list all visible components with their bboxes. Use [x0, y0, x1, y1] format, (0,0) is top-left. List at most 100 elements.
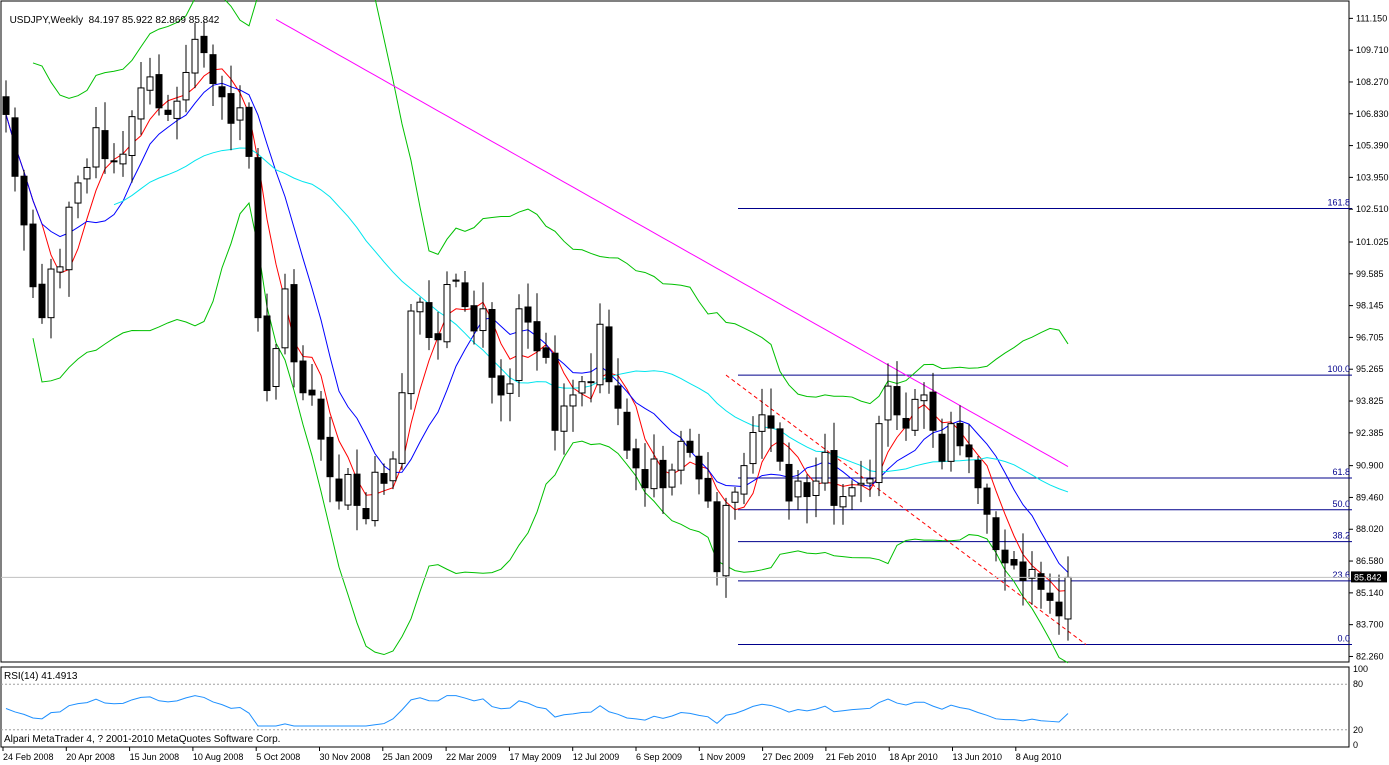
candle-body	[524, 306, 532, 323]
candle-body	[74, 182, 82, 204]
candle-body	[119, 153, 127, 165]
candle-body	[1055, 601, 1063, 617]
candle-body	[515, 308, 523, 381]
bollinger-bands	[32, 0, 1069, 664]
candle-body	[236, 107, 244, 121]
candle-body	[11, 117, 19, 177]
candle-body	[875, 423, 883, 484]
candle-body	[722, 504, 730, 577]
candle-body	[821, 451, 829, 484]
bollinger-upper	[32, 0, 1069, 405]
candle-body	[812, 480, 820, 496]
price-tick-label: 101.025	[1356, 237, 1389, 247]
candle-body	[605, 326, 613, 383]
candle-body	[290, 284, 298, 363]
rsi-scale-label: 0	[1353, 740, 1358, 750]
candle-body	[416, 301, 424, 313]
candle-body	[200, 35, 208, 54]
price-tick-label: 102.510	[1356, 204, 1389, 214]
time-tick-label: 30 Nov 2008	[320, 752, 371, 762]
time-tick-label: 12 Jul 2009	[573, 752, 620, 762]
time-tick-label: 10 Aug 2008	[193, 752, 244, 762]
candle-body	[713, 501, 721, 573]
candle-body	[245, 106, 253, 157]
candle-body	[137, 87, 145, 120]
price-tick-label: 103.950	[1356, 172, 1389, 182]
price-tick-label: 105.390	[1356, 141, 1389, 151]
candle-body	[164, 109, 172, 115]
price-tick-label: 89.460	[1356, 492, 1384, 502]
candle-body	[128, 116, 136, 157]
candle-body	[1037, 573, 1045, 590]
price-tick-label: 88.020	[1356, 524, 1384, 534]
candle-body	[686, 440, 694, 453]
candle-body	[983, 487, 991, 515]
candle-body	[632, 448, 640, 469]
price-tick-label: 86.580	[1356, 556, 1384, 566]
time-tick-label: 8 Aug 2010	[1016, 752, 1062, 762]
trendline	[725, 374, 1087, 645]
candle-body	[542, 347, 550, 358]
candle-body	[1001, 549, 1009, 564]
price-tick-label: 85.140	[1356, 588, 1384, 598]
price-tick-label: 92.385	[1356, 428, 1384, 438]
candle-body	[920, 394, 928, 402]
price-tick-label: 109.710	[1356, 45, 1389, 55]
bollinger-lower	[32, 201, 1069, 664]
candle-body	[209, 54, 217, 85]
time-tick-label: 20 Apr 2008	[66, 752, 115, 762]
time-tick-label: 25 Jan 2009	[383, 752, 433, 762]
candle-body	[470, 305, 478, 332]
candle-body	[182, 71, 190, 101]
candle-body	[551, 352, 559, 431]
candle-body	[191, 38, 199, 74]
time-tick-label: 5 Oct 2008	[256, 752, 300, 762]
candle-body	[740, 465, 748, 495]
time-tick-label: 1 Nov 2009	[699, 752, 745, 762]
candle-body	[497, 375, 505, 396]
price-panel-frame	[0, 0, 1350, 663]
price-tick-label: 111.150	[1356, 13, 1387, 23]
fib-level-label: 38.2	[1332, 531, 1350, 541]
candle-body	[569, 394, 577, 407]
candle-body	[425, 302, 433, 339]
candle-body	[2, 96, 10, 115]
copyright-text: Alpari MetaTrader 4, ? 2001-2010 MetaQuo…	[4, 734, 281, 745]
candle-body	[488, 309, 496, 378]
candle-body	[668, 469, 676, 488]
candle-body	[929, 391, 937, 431]
price-tick-label: 90.900	[1356, 461, 1384, 471]
candle-body	[254, 157, 262, 319]
fib-level-label: 23.6	[1332, 570, 1350, 580]
candle-body	[947, 423, 955, 462]
candle-body	[884, 385, 892, 421]
candle-body	[218, 86, 226, 98]
candle-body	[965, 444, 973, 458]
candle-body	[785, 463, 793, 502]
candle-body	[1010, 559, 1018, 566]
candle-body	[578, 381, 586, 394]
rsi-label: RSI(14) 41.4913	[4, 671, 78, 682]
price-tick-label: 96.705	[1356, 332, 1384, 342]
candle-body	[335, 478, 343, 502]
candle-body	[407, 310, 415, 395]
candle-body	[83, 166, 91, 180]
candle-body	[677, 440, 685, 471]
time-axis: 24 Feb 2008 20 Apr 2008 15 Jun 2008 10 Aug …	[2, 747, 1062, 762]
ohlc-values: 84.197 85.922 82.869 85.842	[88, 15, 220, 26]
price-tick-label: 108.270	[1356, 77, 1389, 87]
candle-body	[866, 478, 874, 484]
rsi-scale-label: 100	[1353, 664, 1368, 674]
time-tick-label: 18 Apr 2010	[889, 752, 938, 762]
candle-body	[857, 482, 865, 486]
fib-level-label: 50.0	[1332, 499, 1350, 509]
candle-body	[956, 422, 964, 447]
candle-body	[155, 74, 163, 109]
fib-level-label: 61.8	[1332, 467, 1350, 477]
price-tick-label: 82.260	[1356, 651, 1384, 661]
candle-body	[227, 93, 235, 124]
candle-body	[173, 100, 181, 119]
time-tick-label: 6 Sep 2009	[636, 752, 682, 762]
